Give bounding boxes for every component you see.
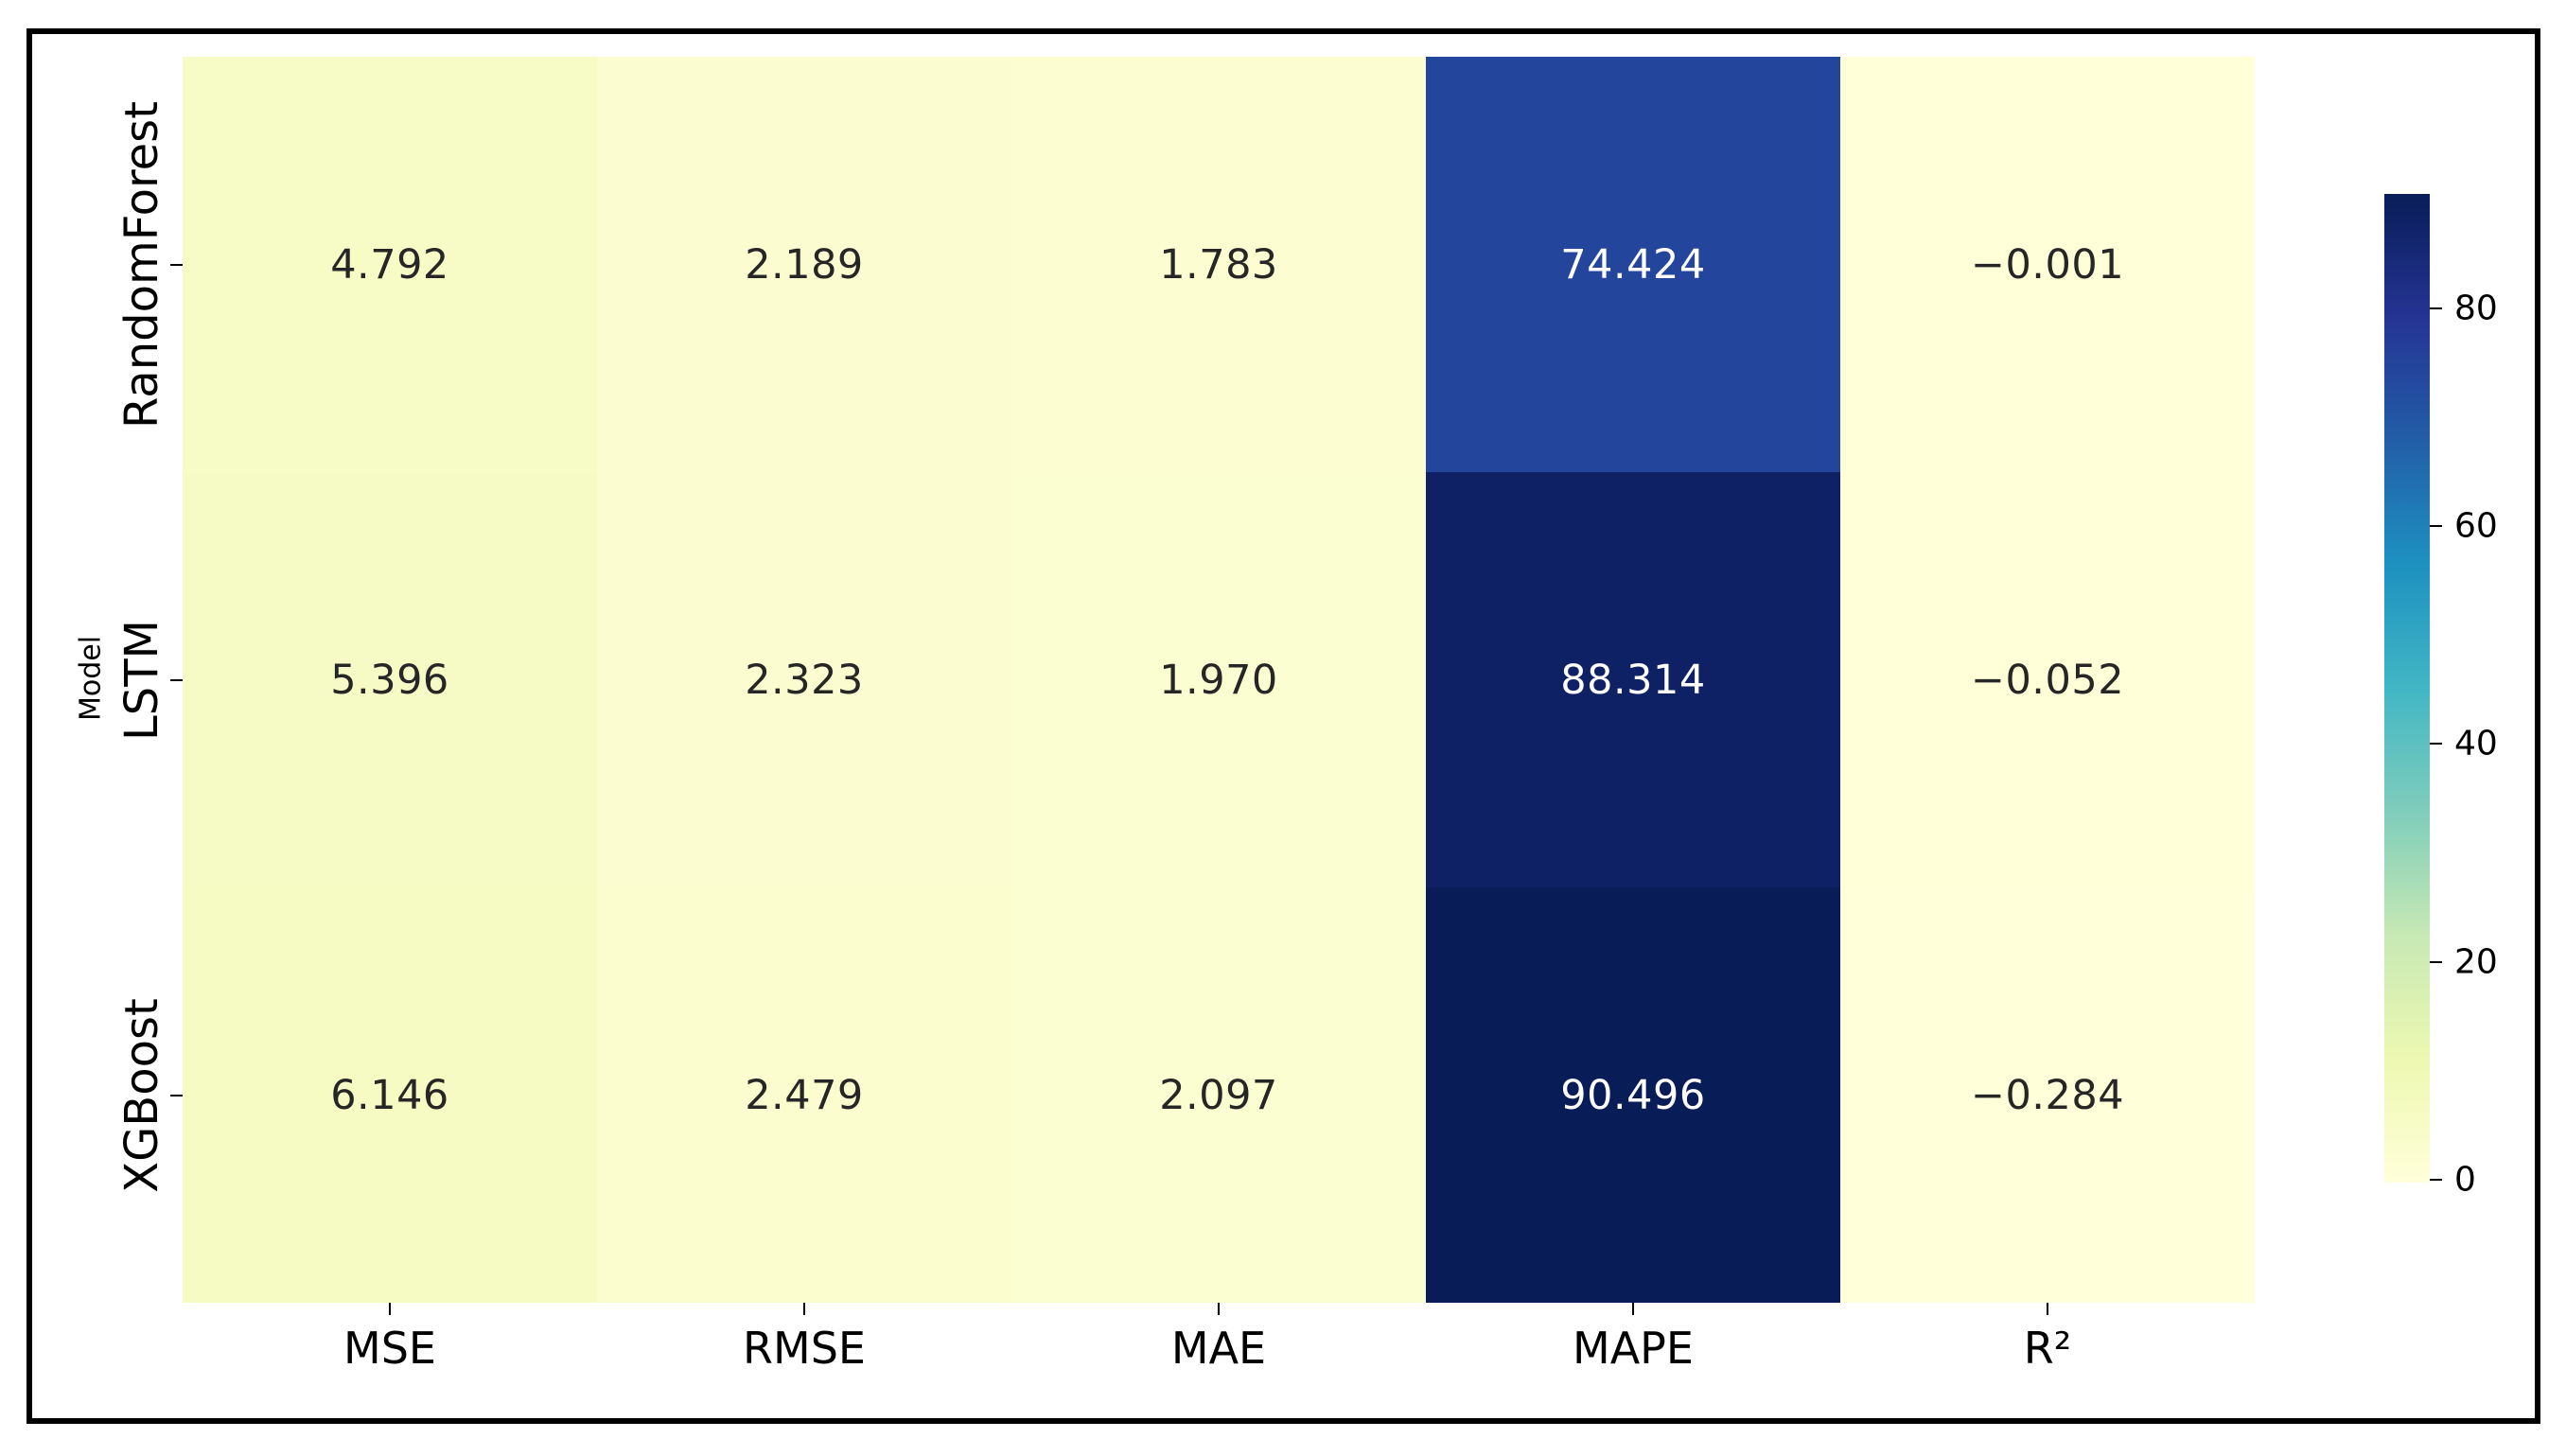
heatmap-cell-value: −0.052 [1970, 656, 2125, 704]
heatmap-cell-value: −0.001 [1970, 240, 2125, 289]
x-axis-tick [1218, 1303, 1220, 1315]
x-axis-tick [803, 1303, 805, 1315]
heatmap-cell: 2.189 [597, 57, 1011, 472]
colorbar-tick-label: 0 [2454, 1160, 2476, 1200]
x-axis-tick-label: RMSE [743, 1323, 866, 1374]
heatmap-cell-value: −0.284 [1970, 1071, 2125, 1119]
heatmap-cell: 4.792 [183, 57, 597, 472]
heatmap-cell: 1.783 [1011, 57, 1426, 472]
heatmap-cell-value: 90.496 [1560, 1071, 1706, 1119]
x-axis-tick [1632, 1303, 1634, 1315]
heatmap-cell-value: 5.396 [330, 656, 449, 704]
heatmap-cell: −0.001 [1840, 57, 2255, 472]
heatmap-cell: −0.052 [1840, 472, 2255, 887]
colorbar-tick [2430, 960, 2442, 963]
heatmap-cell-value: 1.783 [1159, 240, 1278, 289]
y-axis-tick-label: LSTM [115, 619, 168, 741]
heatmap-cell-value: 6.146 [330, 1071, 449, 1119]
x-axis-tick-label: R² [2023, 1323, 2072, 1374]
colorbar-tick-label: 20 [2454, 942, 2498, 981]
heatmap-cell-value: 88.314 [1560, 656, 1706, 704]
colorbar-tick-label: 60 [2454, 506, 2498, 546]
heatmap-cell-value: 2.323 [745, 656, 864, 704]
heatmap-cell-value: 1.970 [1159, 656, 1278, 704]
colorbar-tick [2430, 743, 2442, 746]
x-axis-tick-label: MAPE [1573, 1323, 1694, 1374]
colorbar-tick-label: 80 [2454, 289, 2498, 328]
x-axis-tick-label: MAE [1170, 1323, 1267, 1374]
y-axis-tick-label: XGBoost [115, 997, 168, 1193]
colorbar-tick-label: 40 [2454, 724, 2498, 763]
y-axis-tick [170, 263, 183, 266]
heatmap-cell: 88.314 [1426, 472, 1840, 887]
heatmap-cell-value: 2.479 [745, 1071, 864, 1119]
colorbar-tick [2430, 1178, 2442, 1181]
y-axis-title: Model [74, 635, 108, 722]
heatmap-cell: 90.496 [1426, 887, 1840, 1303]
colorbar-tick [2430, 525, 2442, 528]
heatmap-cell: 74.424 [1426, 57, 1840, 472]
x-axis-tick-label: MSE [343, 1323, 436, 1374]
colorbar-tick [2430, 307, 2442, 309]
heatmap-cell-value: 2.097 [1159, 1071, 1278, 1119]
heatmap-cell: 1.970 [1011, 472, 1426, 887]
heatmap-grid: 4.792 2.189 1.783 74.424 −0.001 5.396 2.323 1.9… [183, 57, 2255, 1303]
y-axis-tick-label: RandomForest [115, 100, 168, 429]
heatmap-cell: 2.479 [597, 887, 1011, 1303]
heatmap-cell: 2.097 [1011, 887, 1426, 1303]
heatmap-cell-value: 2.189 [745, 240, 864, 289]
heatmap-cell: 6.146 [183, 887, 597, 1303]
heatmap-cell: 5.396 [183, 472, 597, 887]
heatmap-cell-value: 4.792 [330, 240, 449, 289]
x-axis-tick [2047, 1303, 2048, 1315]
heatmap-cell: −0.284 [1840, 887, 2255, 1303]
x-axis-tick [389, 1303, 391, 1315]
heatmap-cell: 2.323 [597, 472, 1011, 887]
heatmap-cell-value: 74.424 [1560, 240, 1706, 289]
y-axis-tick [170, 678, 183, 681]
y-axis-tick [170, 1094, 183, 1096]
figure-frame [26, 28, 2540, 1424]
colorbar [2384, 194, 2430, 1183]
